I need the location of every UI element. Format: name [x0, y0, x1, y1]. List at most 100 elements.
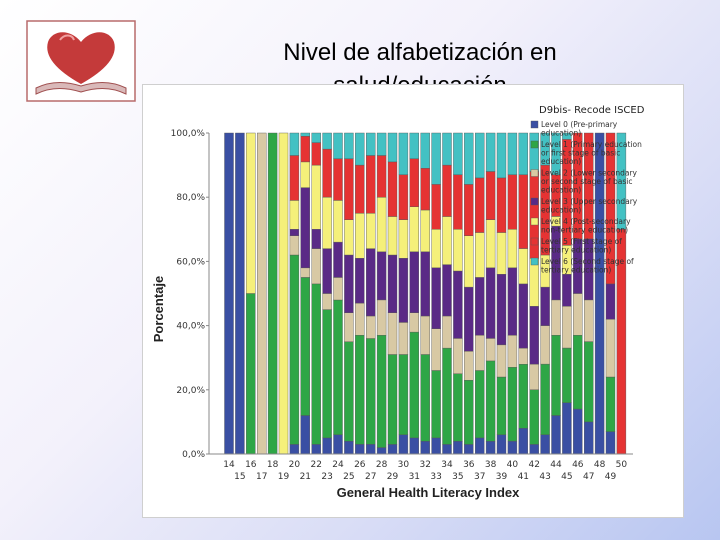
- bar-segment-31-series-1: [409, 331, 419, 439]
- bar-segment-29-series-2: [387, 312, 398, 355]
- bar-segment-34-series-6: [442, 132, 452, 166]
- bar-segment-32-series-2: [420, 315, 430, 355]
- bar-segment-25-series-1: [344, 341, 354, 442]
- bar-segment-24-series-1: [333, 299, 343, 435]
- x-tick-label: 50: [616, 460, 628, 470]
- x-tick-label: 43: [539, 472, 550, 482]
- bar-segment-45-series-2: [562, 306, 572, 349]
- bar-segment-37-series-3: [475, 277, 485, 336]
- bar-segment-28-series-5: [376, 155, 387, 198]
- x-tick-label: 21: [300, 472, 311, 482]
- bar-segment-35-series-1: [453, 373, 463, 442]
- bar-segment-38-series-6: [485, 132, 496, 172]
- bar-segment-21-series-0: [300, 415, 311, 455]
- x-tick-label: 17: [256, 472, 267, 482]
- bar-segment-15-series-0: [235, 132, 245, 455]
- bar-segment-30-series-0: [398, 434, 409, 455]
- bar-segment-47-series-0: [584, 421, 594, 455]
- bar-segment-40-series-0: [507, 441, 518, 455]
- bar-segment-41-series-2: [518, 347, 528, 365]
- x-tick-label: 48: [594, 460, 606, 470]
- bar-segment-39-series-4: [496, 232, 507, 275]
- bar-segment-35-series-3: [453, 270, 463, 339]
- bar-segment-21-series-6: [300, 132, 311, 137]
- bar-segment-43-series-0: [540, 434, 550, 455]
- bar-segment-40-series-4: [507, 229, 518, 269]
- bar-segment-37-series-1: [475, 370, 485, 439]
- bar-segment-42-series-2: [529, 363, 539, 391]
- bar-segment-17-series-2: [256, 132, 267, 455]
- bar-segment-26-series-6: [355, 132, 365, 166]
- legend-entry: Level 0 (Pre-primary education): [541, 120, 618, 138]
- bar-segment-37-series-4: [475, 232, 485, 278]
- bar-segment-36-series-2: [464, 351, 474, 381]
- bar-segment-34-series-2: [442, 315, 452, 349]
- bar-segment-38-series-3: [485, 267, 496, 339]
- x-tick-label: 23: [321, 472, 332, 482]
- y-tick-label: 40,0%: [176, 322, 205, 332]
- bar-segment-16-series-4: [246, 132, 256, 294]
- bar-segment-22-series-1: [311, 283, 321, 445]
- bar-segment-33-series-2: [431, 328, 441, 371]
- bar-segment-26-series-3: [355, 257, 365, 304]
- legend-entry: Level 1 (Primary education or first stage…: [541, 140, 642, 166]
- x-tick-label: 14: [223, 460, 235, 470]
- bar-segment-23-series-1: [322, 309, 332, 439]
- bar-segment-43-series-2: [540, 325, 550, 365]
- bar-segment-33-series-1: [431, 370, 441, 439]
- bar-segment-49-series-1: [605, 376, 616, 432]
- bar-segment-21-series-3: [300, 187, 311, 269]
- bar-segment-44-series-0: [551, 415, 561, 455]
- bar-segment-29-series-6: [387, 132, 398, 163]
- bar-segment-23-series-2: [322, 293, 332, 310]
- bar-segment-31-series-5: [409, 158, 419, 207]
- bar-segment-22-series-4: [311, 164, 321, 230]
- x-tick-label: 28: [376, 460, 388, 470]
- y-tick-label: 80,0%: [176, 193, 205, 203]
- bar-segment-40-series-6: [507, 132, 518, 175]
- bar-segment-30-series-6: [398, 132, 409, 175]
- bar-segment-38-series-0: [485, 441, 496, 455]
- bar-segment-39-series-1: [496, 376, 507, 435]
- bar-segment-34-series-5: [442, 164, 452, 217]
- bar-segment-40-series-2: [507, 334, 518, 368]
- x-tick-label: 42: [528, 460, 539, 470]
- bar-segment-16-series-1: [246, 293, 256, 455]
- bar-segment-14-series-0: [224, 132, 234, 455]
- bar-segment-37-series-5: [475, 177, 485, 233]
- bar-segment-49-series-0: [605, 431, 616, 455]
- bar-segment-36-series-4: [464, 235, 474, 288]
- bar-segment-41-series-6: [518, 132, 528, 175]
- bar-segment-39-series-5: [496, 177, 507, 233]
- legend-title: D9bis- Recode ISCED: [539, 105, 645, 116]
- bar-segment-29-series-4: [387, 216, 398, 256]
- bar-segment-27-series-0: [365, 444, 376, 455]
- legend-swatch: [530, 197, 539, 206]
- bar-segment-19-series-4: [278, 132, 289, 455]
- bar-segment-43-series-3: [540, 286, 550, 326]
- bars-layer: [224, 132, 627, 455]
- bar-segment-21-series-1: [300, 277, 311, 416]
- bar-segment-45-series-3: [562, 273, 572, 307]
- bar-segment-35-series-6: [453, 132, 463, 175]
- bar-segment-42-series-0: [529, 444, 539, 455]
- bar-segment-26-series-5: [355, 164, 365, 214]
- legend-swatch: [530, 237, 539, 246]
- x-tick-label: 26: [354, 460, 366, 470]
- bar-segment-30-series-5: [398, 174, 409, 220]
- legend-entry: Level 5 (First stage of tertiary educatio…: [541, 237, 622, 255]
- bar-segment-41-series-0: [518, 428, 528, 455]
- bar-segment-24-series-2: [333, 277, 343, 301]
- x-tick-label: 38: [485, 460, 497, 470]
- bar-segment-24-series-4: [333, 200, 343, 243]
- legend-swatch: [530, 120, 539, 129]
- legend-entry: Level 4 (Post-secondary non-tertiary educ…: [541, 217, 631, 235]
- y-tick-label: 100,0%: [171, 129, 206, 139]
- bar-segment-31-series-2: [409, 312, 419, 333]
- bar-segment-42-series-3: [529, 306, 539, 365]
- bar-segment-27-series-4: [365, 213, 376, 249]
- bar-segment-35-series-2: [453, 338, 463, 374]
- x-tick-label: 15: [234, 472, 245, 482]
- bar-segment-35-series-4: [453, 229, 463, 272]
- bar-segment-25-series-0: [344, 441, 354, 455]
